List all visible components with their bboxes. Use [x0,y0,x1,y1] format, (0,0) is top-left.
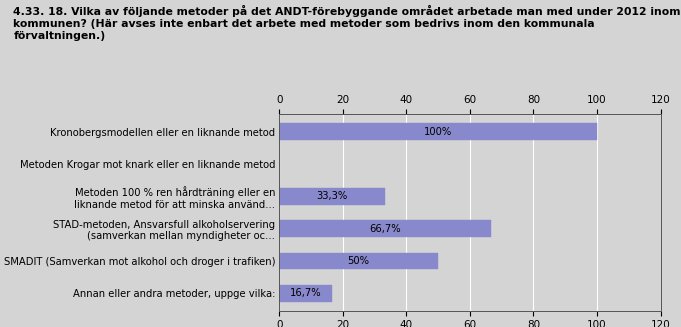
Bar [279,253,438,269]
Text: 100%: 100% [424,127,452,137]
Bar [279,123,597,140]
Text: 16,7%: 16,7% [290,288,321,298]
Text: 50%: 50% [348,256,370,266]
Bar [279,188,385,205]
Text: 4.33. 18. Vilka av följande metoder på det ANDT-förebyggande området arbetade ma: 4.33. 18. Vilka av följande metoder på d… [14,5,681,41]
Bar [279,285,332,302]
Text: 66,7%: 66,7% [369,224,401,234]
Bar [279,220,491,237]
Text: 33,3%: 33,3% [317,191,348,201]
